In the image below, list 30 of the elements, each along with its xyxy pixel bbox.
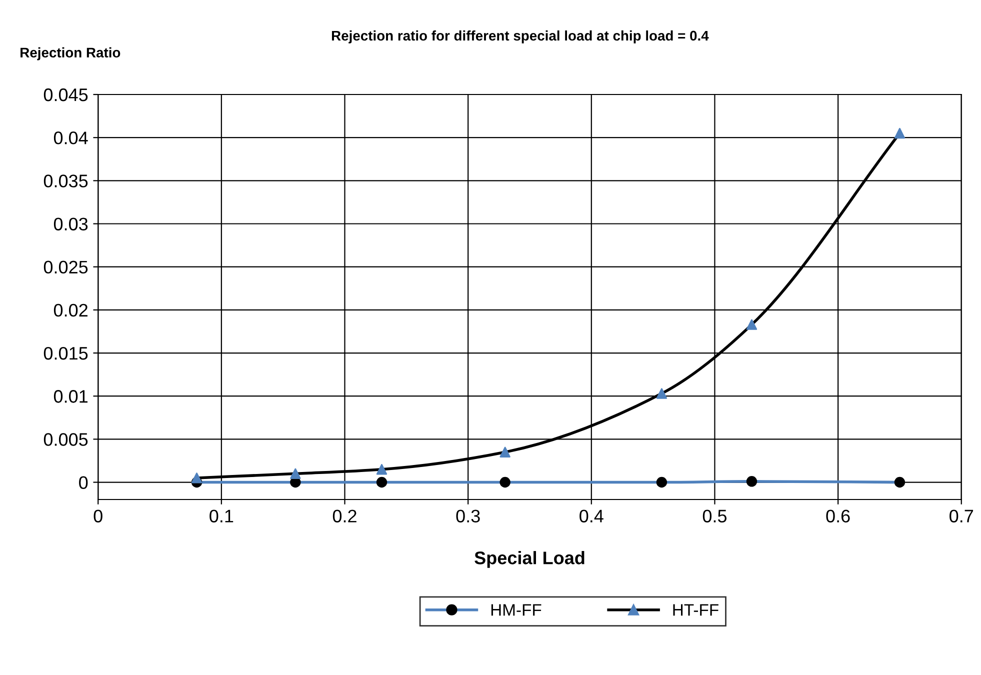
point	[500, 446, 510, 458]
point	[376, 464, 388, 475]
legend-label: HM-FF	[491, 604, 542, 616]
x-tick-label: 0.7	[950, 510, 974, 522]
x-axis-title: Special Load	[474, 551, 584, 568]
x-tick-label: 0.3	[456, 510, 480, 522]
point	[656, 388, 668, 399]
y-tick-label: 0.04	[54, 132, 88, 144]
y-tick-label: 0.025	[44, 260, 88, 274]
y-tick-label: 0.045	[44, 88, 88, 102]
legend-label: HT-FF	[673, 604, 718, 616]
y-tick-label: 0.03	[54, 218, 88, 230]
x-tick-label: 0.2	[332, 510, 356, 522]
y-tick-label: 0	[79, 476, 88, 489]
chart-title: Rejection ratio for different special load at chip load = 0.4	[332, 30, 709, 44]
x-tick-label: 0.1	[210, 510, 234, 522]
y-axis-title: Rejection Ratio	[20, 47, 120, 60]
point	[894, 128, 906, 139]
point	[191, 472, 202, 484]
y-tick-label: 0.035	[44, 174, 88, 188]
point	[746, 319, 758, 330]
y-tick-label: 0.005	[44, 433, 88, 446]
y-tick-label: 0.01	[54, 390, 88, 403]
x-tick-label: 0.6	[826, 510, 850, 522]
x-tick-label: 0.4	[580, 510, 604, 522]
x-tick-label: 0.5	[702, 510, 727, 522]
y-tick-label: 0.015	[44, 346, 88, 360]
point	[290, 468, 301, 479]
x-tick-label: 0	[94, 510, 102, 522]
y-tick-label: 0.02	[54, 304, 88, 317]
